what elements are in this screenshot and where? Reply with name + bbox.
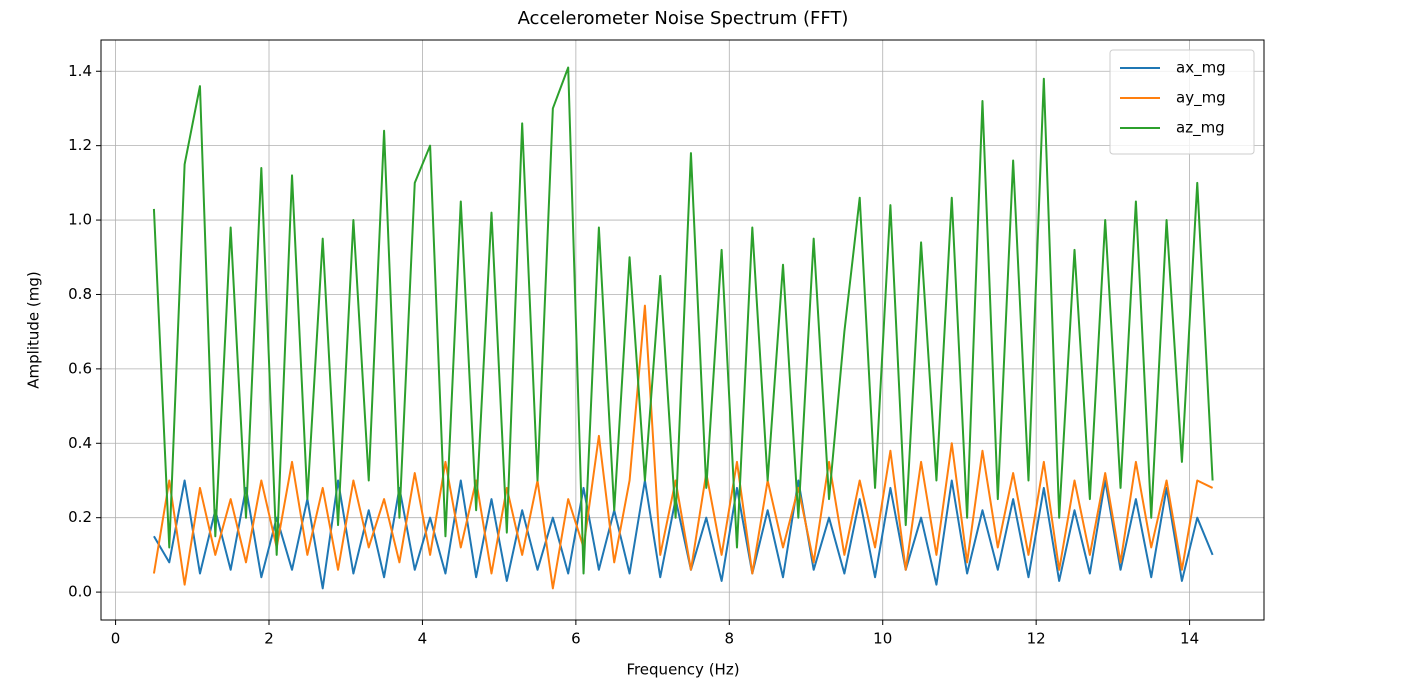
- x-tick-label: 12: [1027, 630, 1046, 648]
- x-tick-label: 6: [571, 630, 581, 648]
- y-axis-label: Amplitude (mg): [25, 271, 43, 388]
- legend-label: ay_mg: [1176, 89, 1226, 108]
- x-tick-label: 4: [418, 630, 428, 648]
- legend: ax_mg ay_mg az_mg: [1109, 49, 1255, 155]
- y-tick-label: 0.2: [68, 508, 92, 526]
- x-tick-label: 0: [111, 630, 121, 648]
- chart-title: Accelerometer Noise Spectrum (FFT): [518, 8, 849, 29]
- x-tick-label: 8: [725, 630, 735, 648]
- y-tick-label: 0.0: [68, 583, 92, 601]
- plot-frame: [100, 39, 1265, 621]
- y-tick-label: 0.8: [68, 285, 92, 303]
- series-line: [152, 66, 1214, 575]
- series-line: [152, 304, 1214, 590]
- y-tick-label: 1.4: [68, 62, 92, 80]
- legend-label: az_mg: [1176, 119, 1225, 138]
- y-tick-label: 1.2: [68, 136, 92, 154]
- y-tick-label: 1.0: [68, 211, 92, 229]
- x-tick-label: 14: [1180, 630, 1199, 648]
- y-tick-label: 0.4: [68, 434, 92, 452]
- y-tick-label: 0.6: [68, 359, 92, 377]
- series-line: [153, 479, 1214, 590]
- x-axis-label: Frequency (Hz): [626, 661, 739, 679]
- legend-label: ax_mg: [1176, 59, 1226, 78]
- x-tick-label: 2: [264, 630, 274, 648]
- x-tick-label: 10: [873, 630, 892, 648]
